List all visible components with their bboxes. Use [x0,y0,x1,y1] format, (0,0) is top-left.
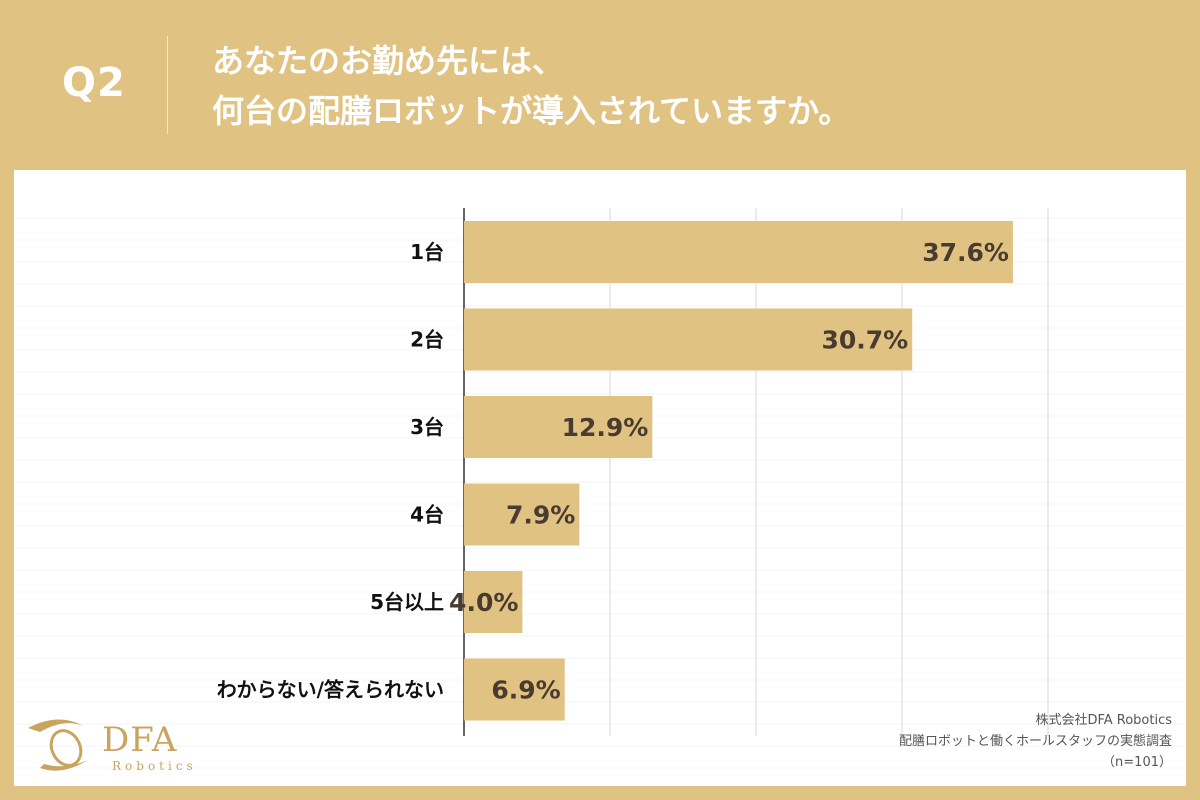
bar-chart: 1台 37.6% 2台 30.7% 3台 12.9% 4台 7.9% 5台以上 4.0% わからない… [14,208,1186,769]
value-label: 37.6% [922,238,1009,267]
value-label: 30.7% [821,326,908,355]
category-label: わからない/答えられない [217,678,444,702]
bar [464,483,580,546]
source-company: 株式会社DFA Robotics [1035,713,1172,728]
logo-wordmark: DFA [102,720,178,760]
category-label: 4台 [410,503,444,527]
logo-subtitle: Robotics [112,759,197,773]
question-title-line1: あなたのお勤め先には、 [212,42,565,80]
header: Q2 あなたのお勤め先には、 何台の配膳ロボットが導入されていますか。 [0,0,1200,170]
chart-panel: 1台 37.6% 2台 30.7% 3台 12.9% 4台 7.9% 5台以上 4.0% わからない… [14,170,1186,786]
swoosh-logo-icon [28,719,88,771]
category-label: 1台 [410,240,444,264]
source-sample: （n=101） [1102,755,1172,770]
dfa-logo: DFA Robotics [14,710,214,780]
question-number: Q2 [62,60,126,106]
bar [464,396,653,458]
question-title: あなたのお勤め先には、 何台の配膳ロボットが導入されていますか。 [212,36,850,136]
category-label: 5台以上 [370,590,444,614]
value-label: 6.9% [491,676,560,705]
value-label: 12.9% [562,413,649,442]
value-label: 7.9% [506,501,575,530]
bar [464,221,1013,283]
bar [464,571,523,633]
bar [464,658,565,721]
source-note: 株式会社DFA Robotics 配膳ロボットと働くホールスタッフの実態調査 （… [899,710,1172,773]
category-label: 3台 [410,415,444,439]
category-label: 2台 [410,328,444,352]
source-survey: 配膳ロボットと働くホールスタッフの実態調査 [898,734,1172,749]
value-label: 4.0% [449,588,518,617]
bar [464,308,913,371]
question-title-line2: 何台の配膳ロボットが導入されていますか。 [212,92,851,130]
header-divider [167,36,168,134]
